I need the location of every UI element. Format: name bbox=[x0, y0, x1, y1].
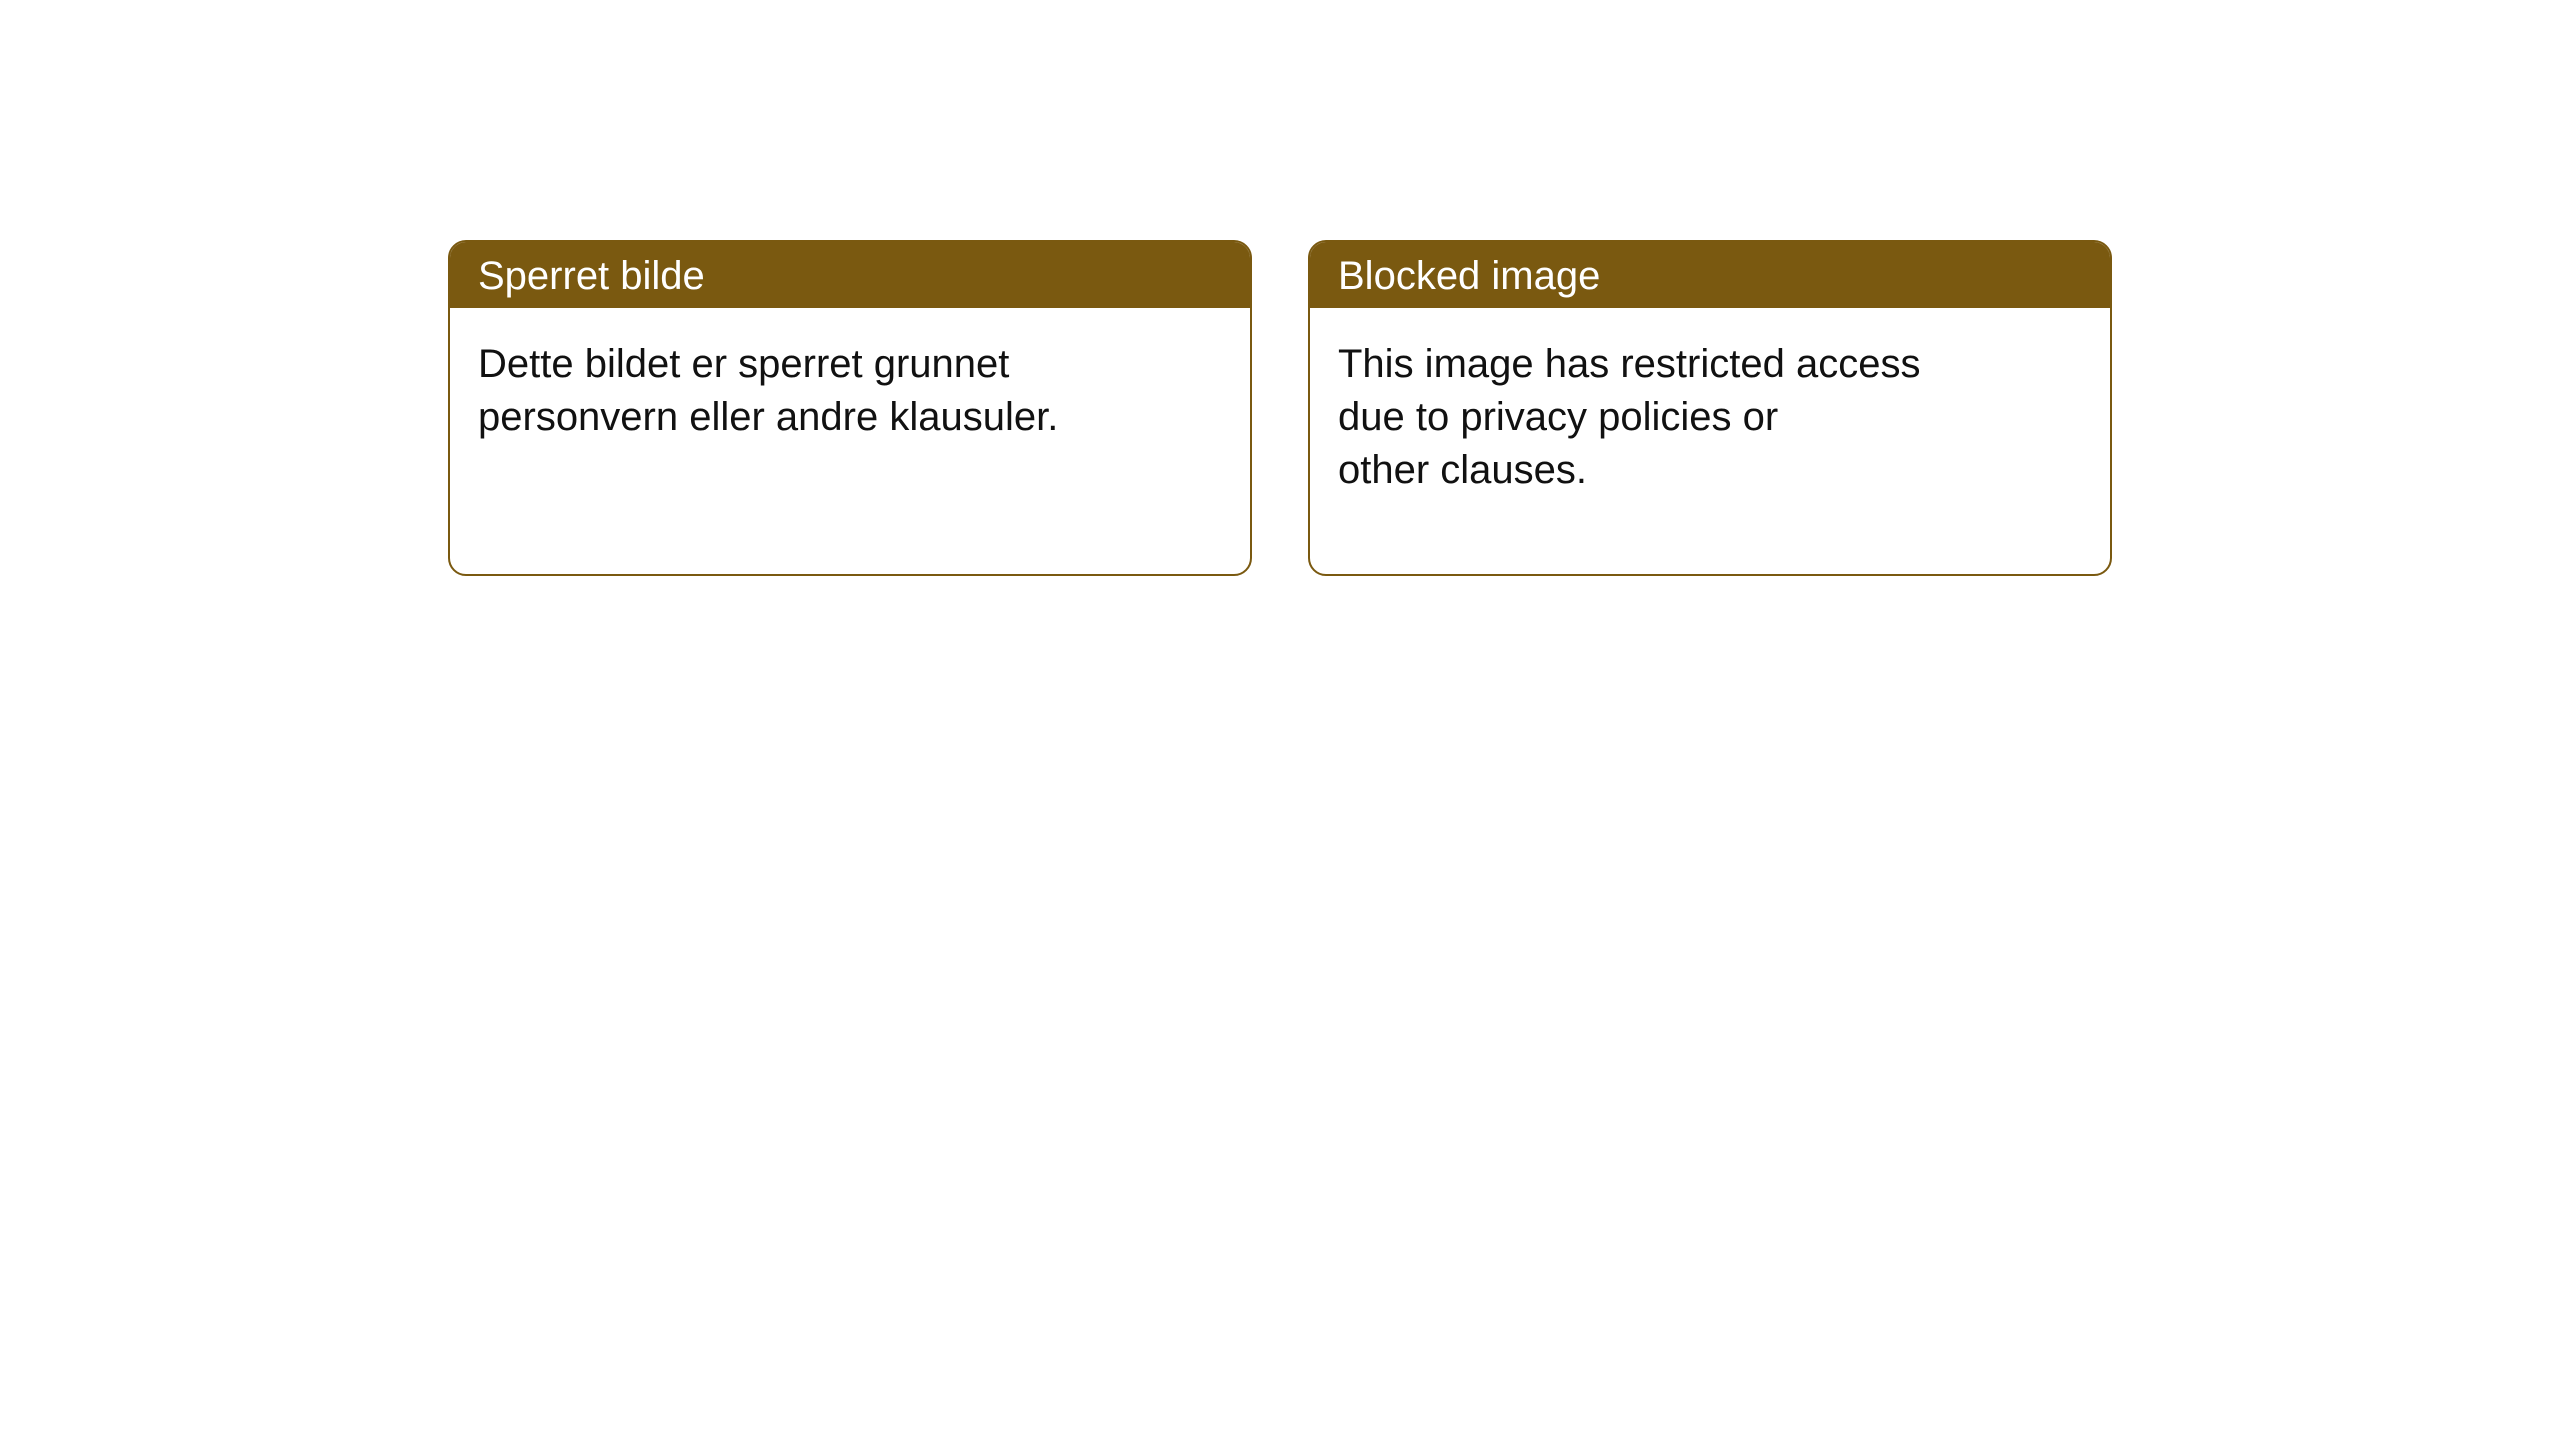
page-canvas: { "layout": { "page_width": 2560, "page_… bbox=[0, 0, 2560, 1440]
notice-card-en-body: This image has restricted access due to … bbox=[1310, 308, 2110, 496]
notice-card-en-header: Blocked image bbox=[1310, 242, 2110, 308]
notice-card-no: Sperret bilde Dette bildet er sperret gr… bbox=[448, 240, 1252, 576]
notice-card-en: Blocked image This image has restricted … bbox=[1308, 240, 2112, 576]
notice-card-no-header: Sperret bilde bbox=[450, 242, 1250, 308]
notice-card-no-body: Dette bildet er sperret grunnet personve… bbox=[450, 308, 1250, 444]
